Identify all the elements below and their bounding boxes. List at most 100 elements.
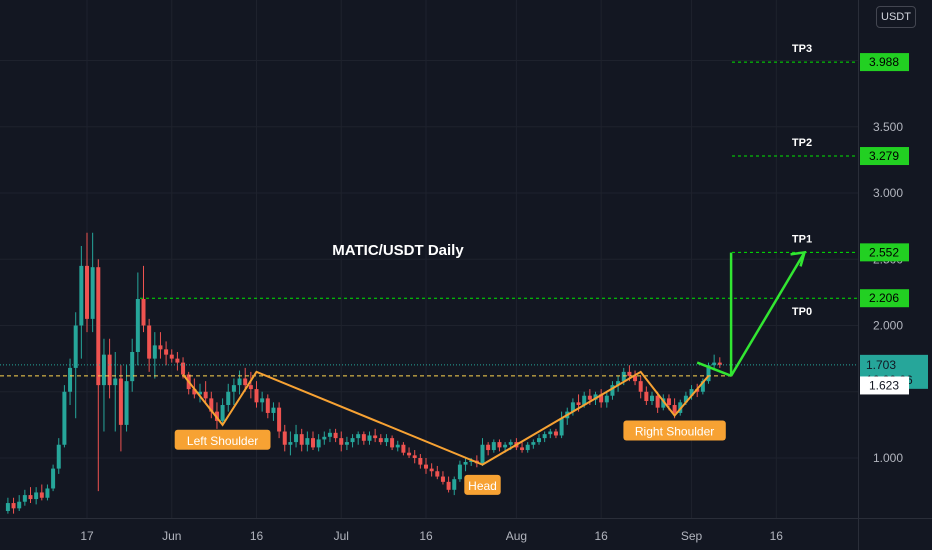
price-axis[interactable]: 1.0002.0002.5003.0003.5003.9883.2792.552… bbox=[858, 0, 929, 550]
candle-body bbox=[169, 354, 174, 359]
candle-body bbox=[265, 398, 270, 413]
candle-body bbox=[175, 358, 180, 363]
currency-button[interactable]: USDT bbox=[876, 6, 916, 28]
candle-body bbox=[85, 265, 89, 319]
candle-body bbox=[457, 464, 462, 480]
candle-body bbox=[356, 434, 361, 439]
time-tick-label: 16 bbox=[250, 529, 264, 543]
candle-body bbox=[418, 458, 423, 465]
candle-body bbox=[277, 407, 282, 432]
candle-body bbox=[610, 385, 615, 396]
candle-body bbox=[486, 444, 491, 451]
candle-body bbox=[373, 435, 378, 439]
time-axis[interactable]: 17 Jun 16 Jul 16 Aug 16 Sep 16 bbox=[0, 518, 932, 544]
candle-body bbox=[327, 432, 332, 437]
price-tick-label: 3.500 bbox=[873, 120, 903, 134]
pattern-label-box bbox=[464, 474, 501, 495]
candle-body bbox=[407, 452, 412, 456]
grid-lines bbox=[0, 0, 858, 518]
candle-body bbox=[118, 378, 123, 425]
candle-body bbox=[271, 407, 276, 413]
candle-body bbox=[689, 389, 694, 396]
candle-body bbox=[463, 461, 468, 465]
candle-body bbox=[655, 395, 660, 408]
target-name-label: TP1 bbox=[792, 233, 812, 245]
candle-body bbox=[135, 299, 140, 352]
candle-body bbox=[51, 468, 56, 489]
candle-body bbox=[198, 391, 202, 395]
candle-body bbox=[706, 365, 711, 382]
candle-body bbox=[34, 492, 39, 500]
candle-body bbox=[203, 391, 208, 399]
price-tick-label: 1.000 bbox=[873, 451, 903, 465]
candle-body bbox=[480, 444, 485, 464]
candle-body bbox=[593, 394, 598, 400]
candle-body bbox=[712, 362, 717, 366]
candle-body bbox=[350, 438, 355, 443]
candle-body bbox=[650, 395, 654, 402]
candle-body bbox=[237, 378, 242, 386]
candle-body bbox=[508, 442, 513, 445]
candle-body bbox=[22, 495, 27, 502]
time-tick-label: Jul bbox=[334, 529, 349, 543]
candle-body bbox=[559, 418, 564, 436]
candle-body bbox=[661, 398, 666, 408]
candle-body bbox=[424, 464, 428, 469]
time-tick-label: 16 bbox=[770, 529, 784, 543]
price-tick-label: 3.000 bbox=[873, 186, 903, 200]
candle-body bbox=[130, 352, 135, 382]
target-name-label: TP0 bbox=[792, 306, 812, 318]
candle-body bbox=[700, 381, 705, 392]
projection-arrow bbox=[730, 251, 806, 377]
candle-body bbox=[666, 398, 671, 405]
candle-body bbox=[548, 431, 553, 435]
prev-level-badge bbox=[860, 376, 909, 395]
candle-body bbox=[344, 442, 349, 445]
target-price-badge bbox=[860, 147, 909, 166]
candle-body bbox=[96, 267, 101, 386]
candlestick-series bbox=[5, 232, 722, 514]
candle-body bbox=[616, 381, 621, 386]
candle-body bbox=[378, 438, 383, 443]
candle-body bbox=[570, 402, 575, 412]
candle-body bbox=[497, 442, 502, 448]
target-price-label: 2.552 bbox=[869, 245, 899, 259]
candle-body bbox=[333, 432, 338, 439]
candle-body bbox=[644, 391, 649, 402]
candle-body bbox=[181, 362, 186, 375]
candle-body bbox=[491, 442, 496, 451]
candle-body bbox=[339, 438, 344, 445]
head-shoulders-pattern bbox=[182, 370, 710, 466]
candle-body bbox=[582, 395, 587, 405]
candle-body bbox=[56, 444, 61, 469]
candle-body bbox=[311, 438, 315, 448]
candle-body bbox=[553, 431, 558, 436]
candle-body bbox=[633, 375, 638, 382]
projection-retest bbox=[696, 361, 732, 378]
candle-body bbox=[520, 447, 525, 451]
candle-body bbox=[531, 442, 536, 445]
candle-body bbox=[452, 479, 457, 490]
prev-level-value: 1.623 bbox=[869, 378, 899, 392]
candle-body bbox=[39, 492, 44, 498]
chart-title: MATIC/USDT Daily bbox=[332, 242, 464, 259]
candle-body bbox=[627, 371, 632, 376]
pattern-label: Right Shoulder bbox=[635, 425, 714, 439]
candle-body bbox=[503, 444, 508, 448]
candle-body bbox=[282, 431, 287, 445]
candle-body bbox=[113, 378, 118, 386]
pattern-label-box bbox=[623, 420, 726, 441]
candle-body bbox=[192, 389, 197, 395]
target-price-badge bbox=[860, 53, 909, 72]
candle-body bbox=[254, 389, 259, 403]
candle-body bbox=[152, 345, 157, 359]
candle-body bbox=[525, 444, 530, 451]
target-price-label: 3.988 bbox=[869, 55, 899, 69]
candle-body bbox=[305, 438, 310, 445]
candle-body bbox=[243, 378, 248, 386]
candle-body bbox=[384, 438, 389, 443]
candle-body bbox=[73, 325, 78, 368]
candle-body bbox=[542, 434, 547, 439]
candle-body bbox=[62, 391, 67, 445]
